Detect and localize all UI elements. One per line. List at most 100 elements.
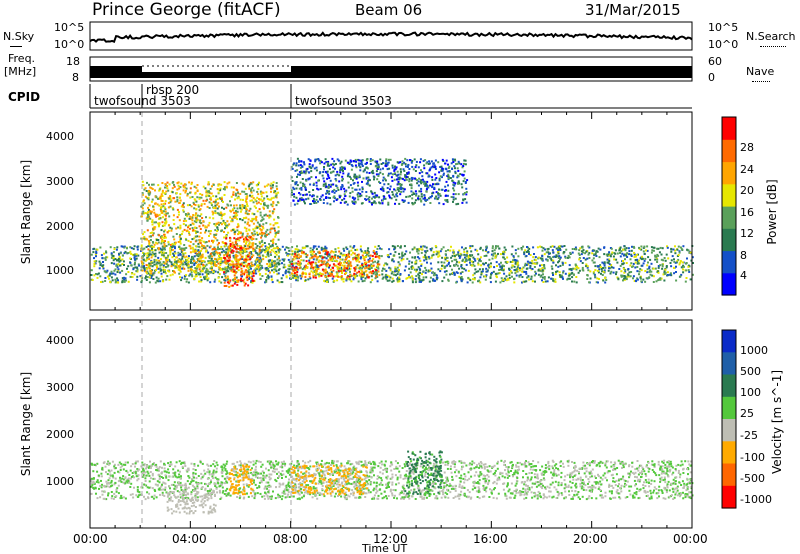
echo-cell	[434, 168, 437, 170]
echo-cell	[140, 237, 143, 240]
echo-cell	[326, 280, 328, 283]
echo-cell	[369, 270, 372, 273]
echo-cell	[499, 265, 502, 268]
echo-cell	[502, 252, 504, 255]
echo-cell	[362, 265, 365, 268]
echo-cell	[161, 191, 164, 194]
echo-cell	[384, 162, 387, 165]
echo-cell	[554, 280, 557, 283]
echo-cell	[352, 251, 354, 254]
echo-cell	[466, 281, 469, 284]
echo-cell	[391, 259, 394, 262]
echo-cell	[200, 279, 203, 282]
echo-cell	[447, 167, 450, 169]
echo-cell	[376, 247, 379, 250]
echo-cell	[414, 201, 416, 204]
echo-cell	[633, 280, 636, 282]
echo-cell	[332, 269, 335, 272]
echo-cell	[443, 276, 446, 279]
echo-cell	[235, 263, 238, 266]
echo-cell	[422, 276, 425, 279]
echo-cell	[622, 260, 624, 262]
echo-cell	[233, 282, 236, 285]
echo-cell	[156, 279, 159, 282]
echo-cell	[272, 224, 275, 227]
echo-cell	[247, 263, 250, 266]
echo-cell	[187, 266, 190, 269]
echo-cell	[471, 254, 474, 257]
echo-cell	[163, 224, 166, 227]
echo-cell	[380, 255, 383, 258]
echo-cell	[402, 190, 405, 193]
echo-cell	[321, 194, 324, 197]
echo-cell	[402, 187, 405, 190]
echo-cell	[200, 244, 203, 247]
echo-cell	[250, 276, 252, 279]
echo-cell	[155, 238, 158, 241]
echo-cell	[515, 274, 518, 277]
echo-cell	[369, 281, 372, 284]
echo-cell	[173, 254, 175, 257]
echo-cell	[197, 264, 200, 266]
echo-cell	[328, 168, 331, 171]
echo-cell	[102, 267, 105, 270]
echo-cell	[329, 197, 331, 199]
echo-cell	[643, 252, 646, 255]
echo-cell	[141, 180, 144, 183]
echo-cell	[216, 222, 218, 225]
echo-cell	[218, 183, 221, 186]
echo-cell	[674, 252, 677, 255]
echo-cell	[411, 279, 414, 282]
echo-cell	[231, 245, 233, 248]
echo-cell	[599, 248, 602, 251]
echo-cell	[334, 259, 337, 262]
echo-cell	[314, 262, 317, 265]
echo-cell	[259, 245, 261, 248]
echo-cell	[420, 251, 423, 254]
echo-cell	[352, 160, 355, 162]
echo-cell	[440, 261, 443, 264]
echo-cell	[158, 204, 161, 207]
echo-cell	[141, 204, 144, 207]
echo-cell	[212, 271, 215, 273]
echo-cell	[252, 197, 255, 200]
echo-cell	[334, 250, 337, 253]
echo-cell	[680, 248, 683, 251]
echo-cell	[333, 163, 336, 166]
echo-cell	[200, 196, 203, 199]
echo-cell	[339, 201, 342, 204]
echo-cell	[179, 224, 182, 227]
echo-cell	[241, 205, 244, 208]
echo-cell	[485, 254, 488, 257]
echo-cell	[143, 237, 146, 240]
echo-cell	[681, 261, 684, 264]
echo-cell	[212, 251, 215, 254]
echo-cell	[217, 191, 220, 194]
echo-cell	[608, 251, 611, 254]
echo-cell	[297, 263, 300, 266]
echo-cell	[301, 252, 304, 255]
echo-cell	[387, 158, 390, 161]
echo-cell	[117, 268, 120, 271]
echo-cell	[194, 214, 197, 217]
echo-cell	[146, 276, 149, 279]
echo-cell	[119, 259, 122, 262]
echo-cell	[129, 275, 132, 278]
echo-cell	[399, 193, 402, 196]
echo-cell	[185, 260, 188, 263]
echo-cell	[177, 211, 180, 214]
echo-cell	[316, 273, 319, 276]
echo-cell	[369, 264, 372, 267]
echo-cell	[394, 166, 396, 169]
echo-cell	[304, 202, 306, 205]
echo-cell	[242, 250, 245, 253]
echo-cell	[236, 260, 239, 263]
echo-cell	[405, 175, 408, 178]
echo-cell	[256, 268, 258, 271]
echo-cell	[162, 280, 165, 283]
echo-cell	[115, 280, 117, 283]
echo-cell	[193, 198, 196, 201]
echo-cell	[162, 241, 165, 244]
echo-cell	[245, 254, 248, 257]
echo-cell	[465, 191, 468, 193]
